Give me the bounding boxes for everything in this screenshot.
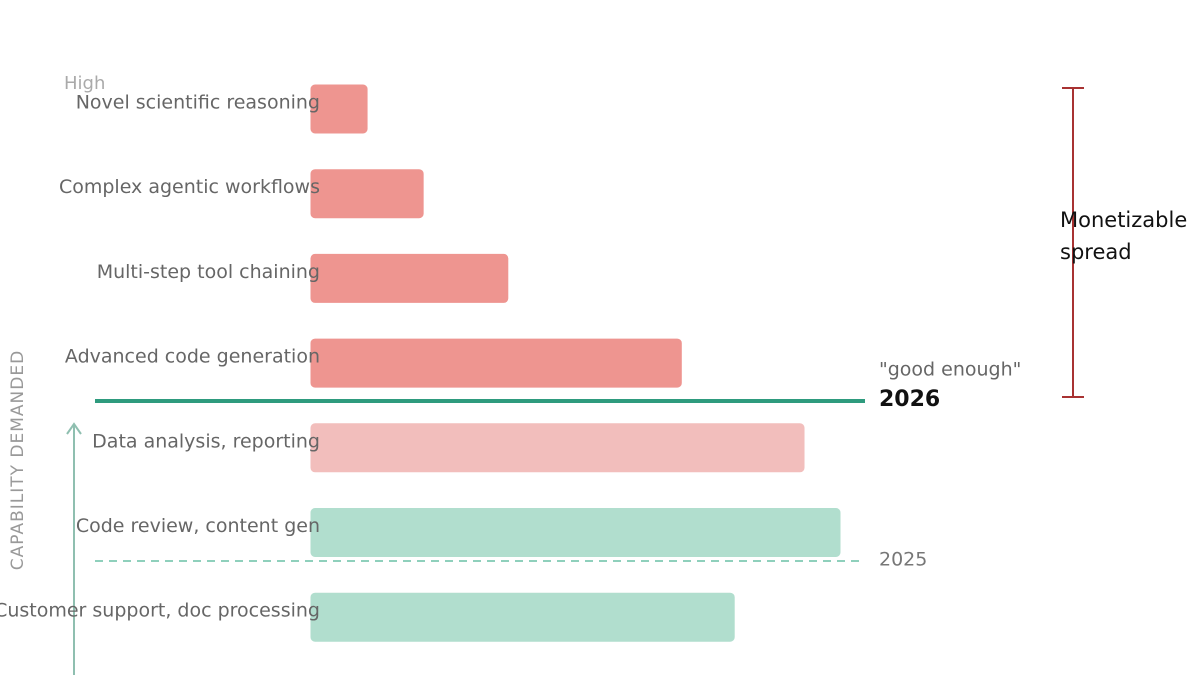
y-axis-title: CAPABILITY DEMANDED	[8, 350, 28, 570]
axis-high-label: High	[64, 73, 105, 94]
category-label: Customer support, doc processing	[0, 600, 320, 622]
category-label: Advanced code generation	[65, 346, 320, 368]
category-label: Novel scientific reasoning	[76, 92, 320, 114]
category-label: Data analysis, reporting	[92, 430, 320, 452]
category-label: Multi-step tool chaining	[97, 261, 320, 283]
bar	[310, 508, 841, 557]
bar	[310, 338, 682, 388]
bar	[310, 253, 509, 303]
threshold-label: 2025	[879, 549, 927, 571]
axis-arrow-head	[66, 422, 82, 435]
annotation: Monetizable	[1060, 208, 1187, 232]
bar	[310, 84, 368, 134]
bar	[310, 423, 805, 473]
threshold-label: 2026	[879, 387, 940, 412]
annotation: spread	[1060, 240, 1132, 264]
category-label: Code review, content gen	[76, 515, 320, 537]
category-label: Complex agentic workflows	[59, 176, 320, 198]
bar	[310, 169, 424, 219]
bar	[310, 592, 735, 642]
threshold-sublabel: "good enough"	[879, 359, 1021, 381]
